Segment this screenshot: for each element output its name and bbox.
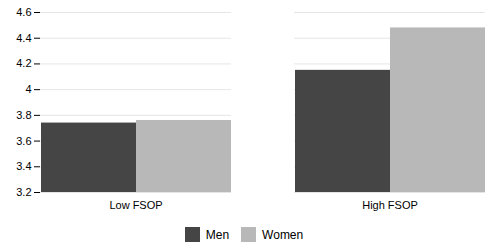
html-text:Women: Women	[262, 227, 304, 242]
svg-text:4: 4	[25, 83, 31, 95]
svg-text:3.8: 3.8	[16, 109, 31, 121]
svg-text:4.6: 4.6	[16, 6, 31, 18]
svg-text:Low FSOP: Low FSOP	[109, 199, 162, 211]
svg-text:4.2: 4.2	[16, 57, 31, 69]
html-text:Men: Men	[205, 227, 230, 242]
svg-text:3.6: 3.6	[16, 135, 31, 147]
svg-text:3.2: 3.2	[16, 186, 31, 198]
svg-text:3.4: 3.4	[16, 160, 31, 172]
svg-text:4.4: 4.4	[16, 32, 31, 44]
svg-text:High FSOP: High FSOP	[362, 199, 418, 211]
